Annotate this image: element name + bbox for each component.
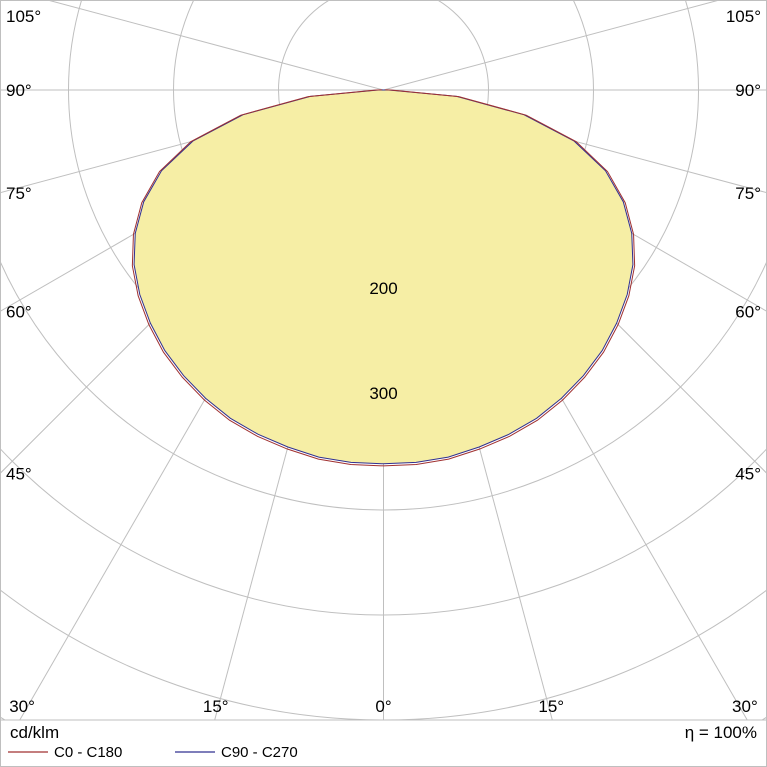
angle-label: 45°: [6, 465, 32, 484]
angle-label: 90°: [6, 81, 32, 100]
angle-label: 105°: [726, 7, 761, 26]
ring-label: 200: [369, 279, 397, 298]
legend-label-c0: C0 - C180: [54, 744, 122, 761]
polar-light-distribution-chart: 105° 105° 90° 90° 75° 75° 60° 60° 45° 45° 30° 15° 0°…: [0, 0, 767, 767]
legend-label-c90: C90 - C270: [221, 744, 298, 761]
ring-label: 300: [369, 384, 397, 403]
angle-label: 75°: [735, 184, 761, 203]
angle-label: 30°: [732, 697, 758, 716]
efficiency-label: η = 100%: [685, 723, 757, 742]
angle-label: 90°: [735, 81, 761, 100]
angle-label: 15°: [203, 697, 229, 716]
distribution-fill: [134, 90, 633, 464]
angle-label: 30°: [9, 697, 35, 716]
angle-label: 45°: [735, 465, 761, 484]
angle-label: 105°: [6, 7, 41, 26]
angle-label: 0°: [375, 697, 391, 716]
angle-label: 75°: [6, 184, 32, 203]
angle-label: 15°: [538, 697, 564, 716]
angle-label: 60°: [735, 302, 761, 321]
legend: C0 - C180 C90 - C270: [8, 744, 298, 761]
angle-label: 60°: [6, 302, 32, 321]
axis-unit-label: cd/klm: [10, 723, 59, 742]
